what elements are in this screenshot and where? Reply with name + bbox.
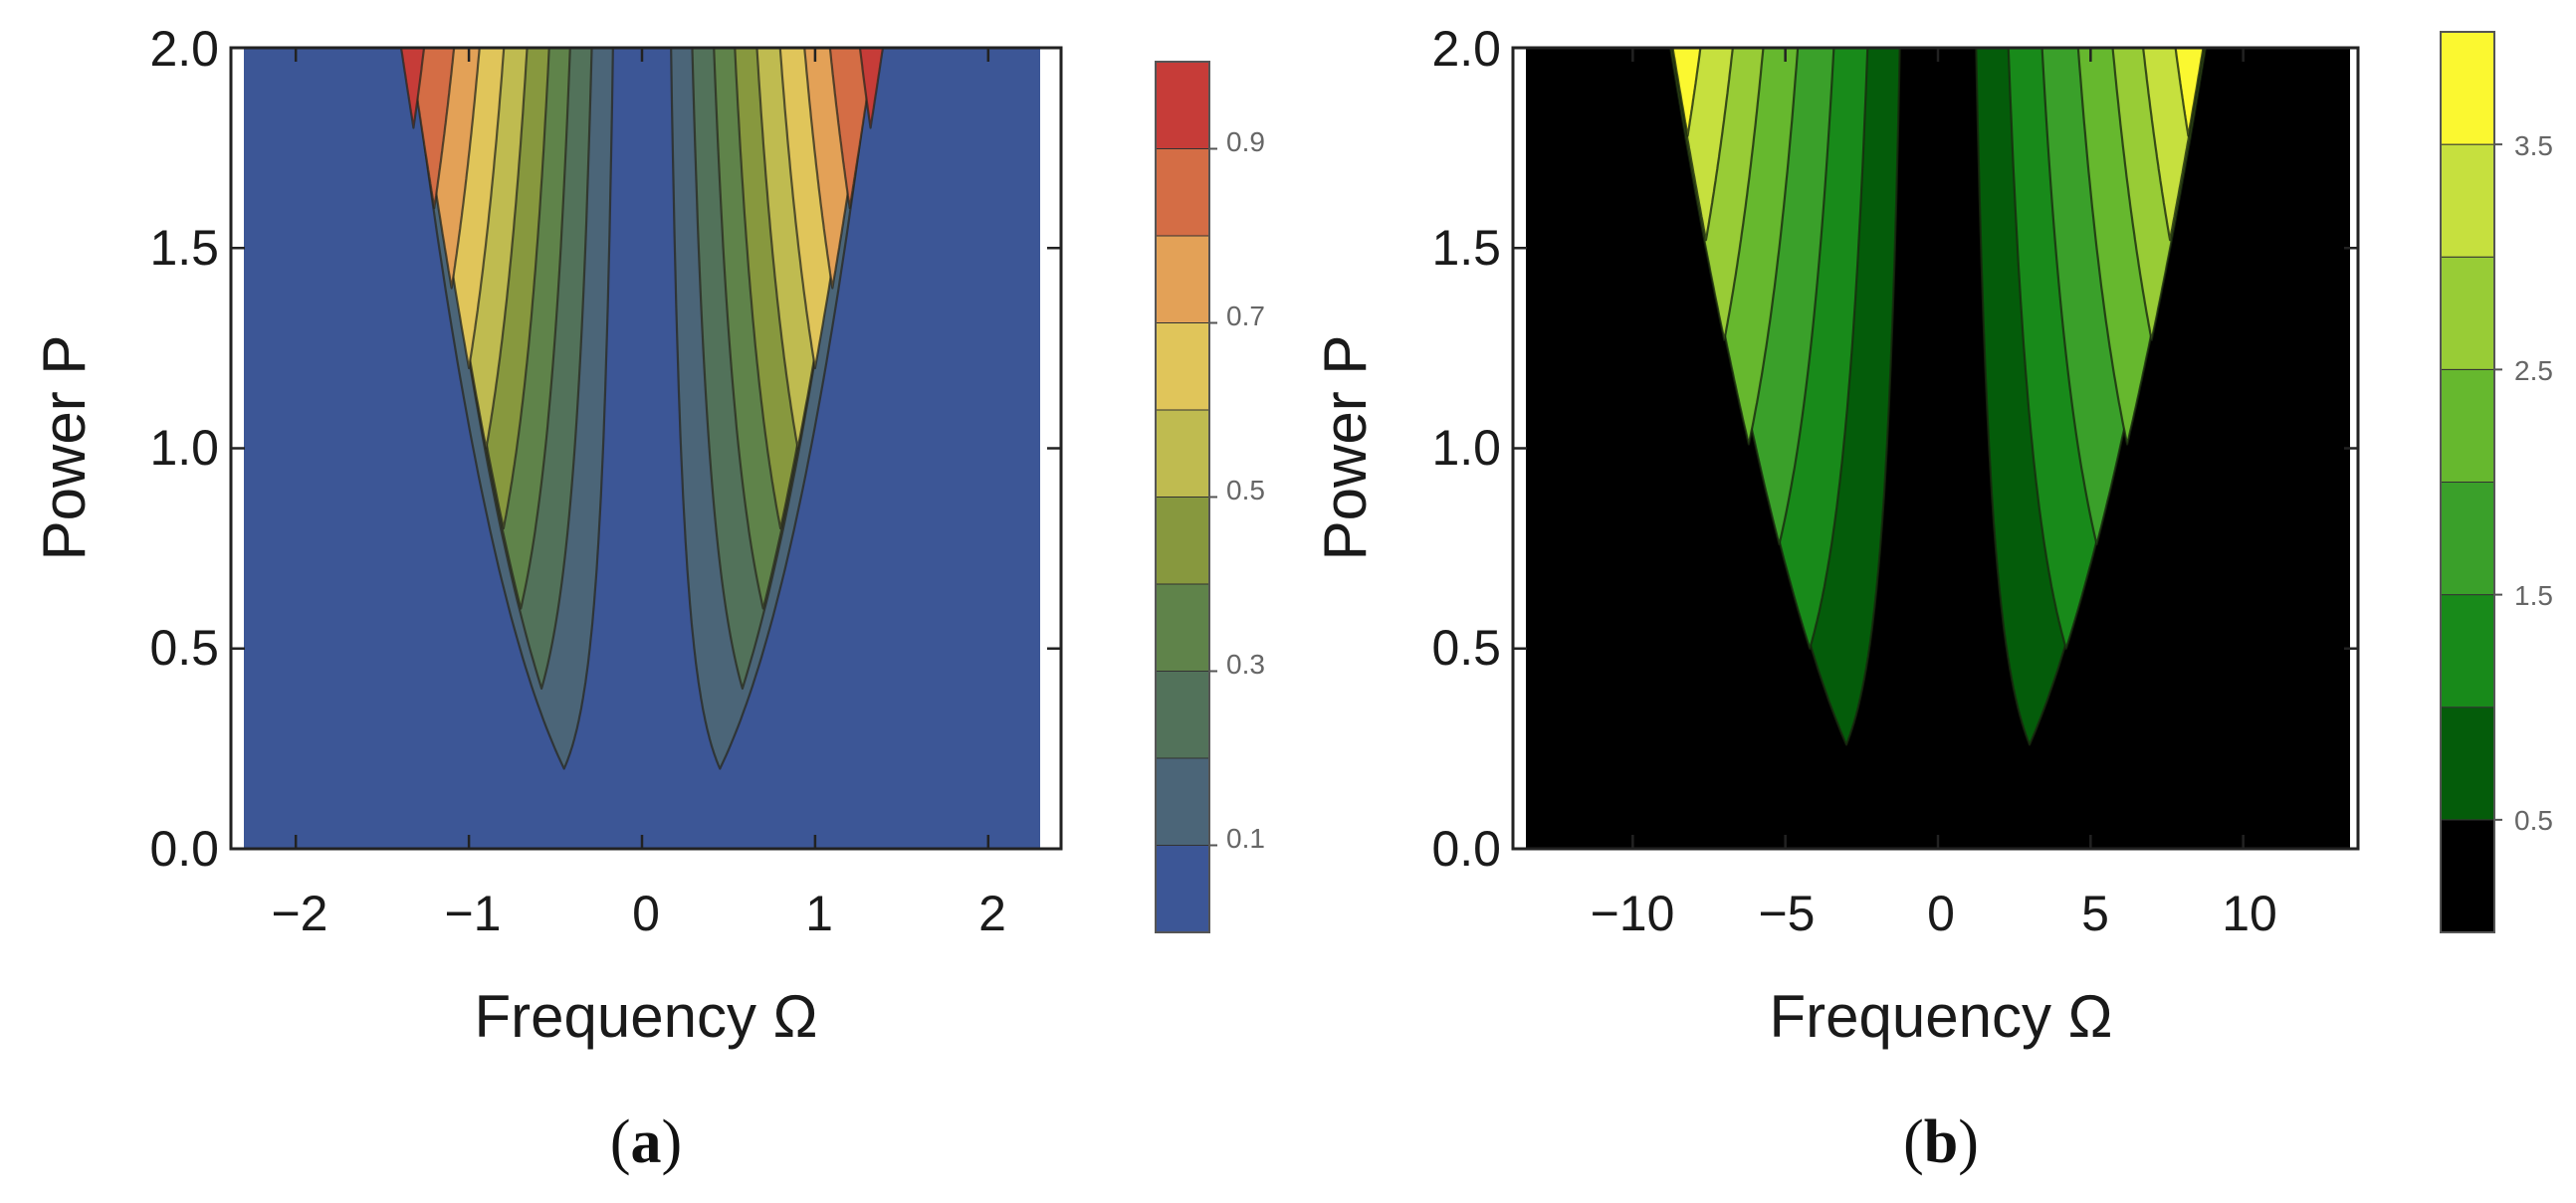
x-tick-label: −2 (271, 886, 327, 941)
contour-band (2174, 48, 2205, 137)
axis-ticks-b (1513, 46, 2358, 851)
colorbar-band (2440, 706, 2495, 821)
colorbar-frame-a (1155, 61, 1210, 933)
colorbar-band (2440, 143, 2495, 258)
y-tick-label: 0.0 (1431, 821, 1501, 877)
y-tick-label: 1.5 (1431, 220, 1501, 276)
contour-band (399, 48, 426, 129)
y-tick-label: 0.5 (149, 620, 219, 676)
colorbar-band (2440, 31, 2495, 145)
colorbar-frame-b (2440, 31, 2495, 933)
x-tick-labels-b: −10 −5 0 5 10 (1591, 886, 2277, 941)
y-tick-labels-a: 0.0 0.5 1.0 1.5 2.0 (149, 21, 219, 877)
panel-caption-b: (b) (1903, 1108, 1979, 1176)
colorbar-a (1155, 61, 1217, 933)
colorbar-label: 0.7 (1226, 301, 1265, 331)
colorbar-band (2440, 594, 2495, 708)
x-axis-title-b: Frequency Ω (1770, 983, 2113, 1050)
colorbar-labels-b: 0.5 1.5 2.5 3.5 (2514, 130, 2553, 836)
y-tick-label: 1.0 (149, 420, 219, 476)
x-axis-title-a: Frequency Ω (475, 983, 818, 1050)
colorbar-band (1155, 757, 1210, 846)
panel-label-a: a (631, 1108, 662, 1176)
y-axis-title-a: Power P (31, 335, 98, 561)
x-tick-label: 5 (2081, 886, 2109, 941)
panel-b: −10 −5 0 5 10 0.0 0.5 1.0 1.5 2.0 Freque… (1312, 21, 2553, 1176)
colorbar-band (1155, 409, 1210, 498)
colorbar-band (1155, 497, 1210, 585)
contour-band (1671, 48, 1702, 137)
colorbar-band (2440, 819, 2495, 933)
colorbar-band (1155, 583, 1210, 672)
x-tick-label: 0 (632, 886, 660, 941)
x-tick-label: 2 (978, 886, 1006, 941)
y-tick-label: 0.0 (149, 821, 219, 877)
colorbar-label: 0.1 (1226, 823, 1265, 854)
x-tick-label: −10 (1591, 886, 1675, 941)
contour-plot-a (244, 48, 1040, 849)
y-tick-label: 2.0 (149, 21, 219, 77)
colorbar-label: 0.5 (2514, 805, 2553, 836)
colorbar-label: 3.5 (2514, 130, 2553, 161)
colorbar-band (1155, 322, 1210, 411)
x-tick-label: 10 (2222, 886, 2277, 941)
colorbar-band (1155, 61, 1210, 149)
x-tick-label: 1 (805, 886, 833, 941)
contour-band (858, 48, 885, 129)
colorbar-label: 1.5 (2514, 580, 2553, 611)
colorbar-label: 2.5 (2514, 355, 2553, 386)
y-tick-label: 1.5 (149, 220, 219, 276)
colorbar-band (1155, 671, 1210, 759)
x-tick-label: 0 (1927, 886, 1955, 941)
colorbar-band (1155, 845, 1210, 933)
panel-a: −2 −1 0 1 2 0.0 0.5 1.0 1.5 2.0 Frequenc… (31, 21, 1265, 1176)
colorbar-label: 0.9 (1226, 126, 1265, 157)
y-tick-labels-b: 0.0 0.5 1.0 1.5 2.0 (1431, 21, 1501, 877)
colorbar-b (2440, 31, 2502, 933)
y-tick-label: 0.5 (1431, 620, 1501, 676)
colorbar-band (2440, 368, 2495, 483)
x-tick-label: −5 (1758, 886, 1815, 941)
contour-plot-b (1526, 48, 2350, 849)
y-axis-title-b: Power P (1312, 335, 1379, 561)
axis-ticks-a (231, 46, 1061, 851)
plot-background (244, 48, 1040, 849)
panel-label-b: b (1924, 1108, 1958, 1176)
colorbar-band (2440, 256, 2495, 370)
y-tick-label: 2.0 (1431, 21, 1501, 77)
colorbar-labels-a: 0.1 0.3 0.5 0.7 0.9 (1226, 126, 1265, 854)
panel-caption-a: (a) (610, 1108, 682, 1176)
x-tick-labels-a: −2 −1 0 1 2 (271, 886, 1005, 941)
colorbar-band (1155, 148, 1210, 237)
y-tick-label: 1.0 (1431, 420, 1501, 476)
colorbar-band (1155, 235, 1210, 323)
colorbar-label: 0.5 (1226, 475, 1265, 505)
plot-background (1526, 48, 2350, 849)
x-tick-label: −1 (444, 886, 501, 941)
colorbar-label: 0.3 (1226, 649, 1265, 680)
colorbar-band (2440, 482, 2495, 596)
